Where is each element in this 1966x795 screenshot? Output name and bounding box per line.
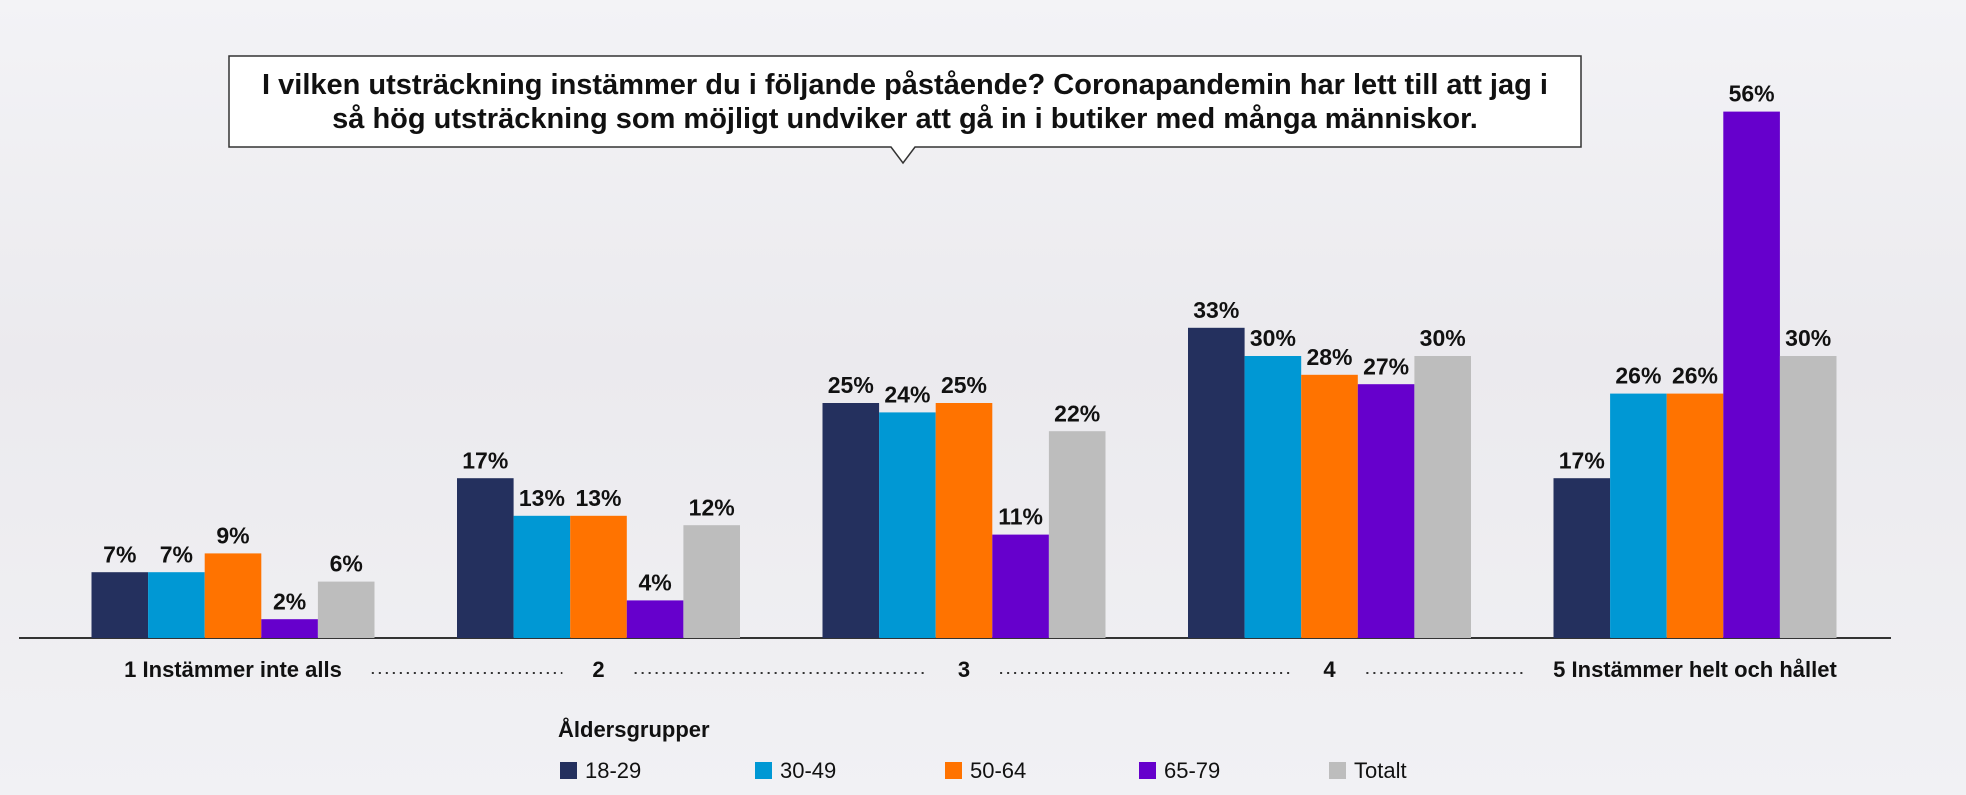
legend-label: 30-49: [780, 758, 836, 783]
bar: [1358, 384, 1415, 638]
value-label: 12%: [689, 494, 735, 520]
bar: [457, 478, 514, 638]
legend-swatch: [560, 762, 577, 779]
legend-label: 50-64: [970, 758, 1026, 783]
x-tick-label: 2: [592, 657, 604, 682]
value-label: 33%: [1193, 297, 1239, 323]
x-tick-label: 3: [958, 657, 970, 682]
bar: [1049, 431, 1106, 638]
bar: [683, 525, 740, 638]
value-label: 30%: [1420, 325, 1466, 351]
bar: [205, 553, 262, 638]
legend-swatch: [1139, 762, 1156, 779]
bar: [148, 572, 205, 638]
value-label: 17%: [1559, 447, 1605, 473]
value-label: 11%: [998, 504, 1043, 530]
legend-title: Åldersgrupper: [558, 716, 710, 742]
bar: [1301, 375, 1358, 638]
legend-swatch: [1329, 762, 1346, 779]
x-tick-label: 4: [1323, 657, 1336, 682]
value-label: 26%: [1672, 363, 1718, 389]
bar: [1554, 478, 1611, 638]
bar: [1780, 356, 1837, 638]
bar: [1245, 356, 1302, 638]
value-label: 56%: [1729, 81, 1775, 107]
value-label: 30%: [1250, 325, 1296, 351]
value-label: 6%: [330, 551, 363, 577]
bar: [1414, 356, 1471, 638]
bar: [823, 403, 880, 638]
value-label: 13%: [519, 485, 565, 511]
value-label: 25%: [941, 372, 987, 398]
bar: [936, 403, 993, 638]
legend-label: 18-29: [585, 758, 641, 783]
value-label: 24%: [884, 381, 930, 407]
value-label: 7%: [160, 541, 193, 567]
bar: [1188, 328, 1245, 638]
value-label: 25%: [828, 372, 874, 398]
bar: [879, 412, 936, 638]
bar: [627, 600, 684, 638]
legend-swatch: [755, 762, 772, 779]
bar: [570, 516, 627, 638]
x-tick-label: 1 Instämmer inte alls: [124, 657, 342, 682]
bar: [261, 619, 318, 638]
value-label: 9%: [216, 522, 249, 548]
value-label: 7%: [103, 541, 136, 567]
value-label: 2%: [273, 588, 306, 614]
value-label: 17%: [462, 447, 508, 473]
value-label: 22%: [1054, 400, 1100, 426]
bar: [1610, 394, 1667, 638]
value-label: 30%: [1785, 325, 1831, 351]
value-label: 13%: [575, 485, 621, 511]
value-label: 26%: [1615, 363, 1661, 389]
bar: [514, 516, 571, 638]
value-label: 27%: [1363, 353, 1409, 379]
bar: [92, 572, 149, 638]
page: 7%17%25%33%17%7%13%24%30%26%9%13%25%28%2…: [0, 0, 1966, 795]
bar: [1667, 394, 1724, 638]
value-label: 28%: [1306, 344, 1352, 370]
bar: [992, 535, 1049, 638]
chart-title: I vilken utsträckning instämmer du i föl…: [229, 56, 1581, 147]
bar: [1723, 112, 1780, 638]
value-label: 4%: [638, 569, 671, 595]
legend-swatch: [945, 762, 962, 779]
x-tick-label: 5 Instämmer helt och hållet: [1553, 657, 1837, 682]
bar: [318, 582, 375, 638]
legend-label: 65-79: [1164, 758, 1220, 783]
legend-label: Totalt: [1354, 758, 1407, 783]
